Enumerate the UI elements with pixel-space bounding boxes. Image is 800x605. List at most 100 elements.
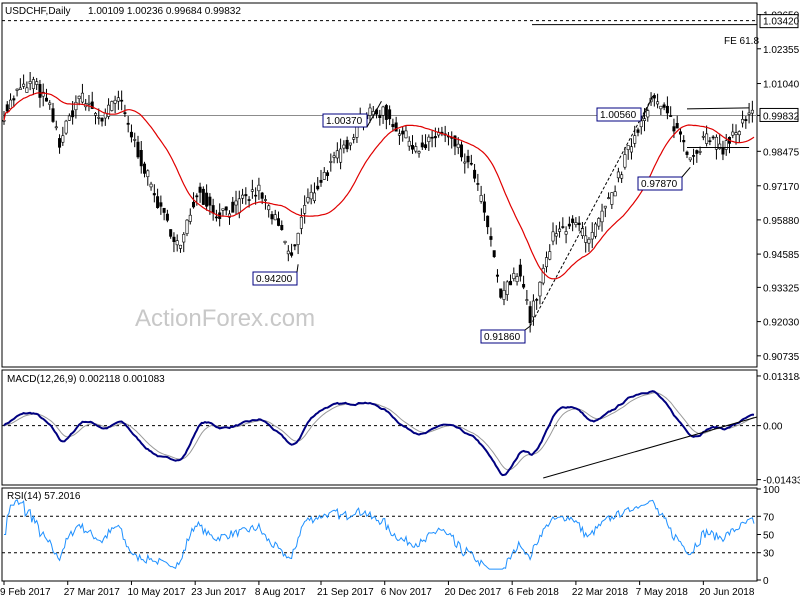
candle-body (737, 131, 741, 136)
candle-body (352, 137, 356, 140)
candle-body (185, 219, 189, 234)
candle-body (469, 162, 473, 165)
x-tick-label: 23 Jun 2017 (191, 587, 246, 598)
fe-value-label: 1.03420 (763, 17, 800, 28)
candle-body (80, 92, 84, 103)
candle-body (146, 170, 150, 178)
candle-body (391, 124, 395, 128)
candle-body (384, 105, 388, 120)
candle-body (682, 140, 686, 143)
candle-body (120, 99, 124, 102)
candle-body (584, 235, 588, 243)
candle-body (2, 119, 6, 122)
candle-body (750, 109, 754, 114)
candle-body (280, 224, 284, 230)
candle-body (708, 140, 712, 142)
pivot-label-0: 0.94200 (252, 264, 299, 286)
pivot-label-box (322, 113, 368, 128)
candle-body (747, 112, 751, 115)
candle-body (410, 145, 414, 150)
candle-body (25, 87, 29, 93)
candle-body (116, 97, 120, 102)
candle-body (192, 201, 196, 208)
candle-body (332, 155, 336, 158)
candle-body (348, 142, 352, 146)
candle-body (518, 264, 522, 277)
candle-body (695, 150, 699, 154)
candle-body (505, 281, 509, 295)
candle-body (646, 110, 650, 118)
main-y-tick-label: 1.02355 (763, 45, 800, 56)
candle-body (178, 244, 182, 249)
pivot-label-text: 0.97870 (641, 179, 678, 190)
candle-body (247, 199, 251, 201)
candle-body (705, 133, 709, 144)
candle-body (143, 163, 147, 174)
main-y-tick-label: 0.99832 (763, 111, 800, 122)
candle-body (741, 119, 745, 124)
candle-body (718, 143, 722, 149)
candle-body (319, 179, 323, 183)
candle-body (482, 201, 486, 213)
candle-body (244, 194, 248, 197)
candle-body (293, 244, 297, 247)
candle-body (388, 109, 392, 120)
candle-body (414, 146, 418, 152)
candle-body (430, 136, 434, 139)
candle-body (162, 207, 166, 213)
candle-body (603, 205, 607, 209)
main-y-tick-label: 0.93325 (763, 283, 800, 294)
main-y-tick-label: 0.97170 (763, 182, 800, 193)
candle-body (277, 218, 281, 226)
candle-body (312, 192, 316, 202)
candle-body (577, 222, 581, 226)
candle-body (61, 135, 65, 143)
ohlc-readout: 1.00109 1.00236 0.99684 0.99832 (88, 6, 241, 17)
candle-body (401, 130, 405, 135)
main-y-tick-label: 0.92030 (763, 318, 800, 329)
candle-body (322, 172, 326, 180)
candle-body (463, 161, 467, 164)
candle-body (221, 208, 225, 211)
x-tick-label: 8 Aug 2017 (255, 587, 306, 598)
candle-body (626, 145, 630, 150)
candle-body (613, 191, 617, 197)
candle-body (652, 95, 656, 99)
candle-body (342, 144, 346, 149)
candle-body (306, 197, 310, 203)
candle-body (629, 146, 633, 153)
candle-body (205, 192, 209, 207)
candle-body (107, 104, 111, 117)
candle-body (476, 183, 480, 185)
main-y-tick-label: 0.98475 (763, 147, 800, 158)
pivot-label-text: 1.00370 (326, 116, 363, 127)
main-y-tick-label: 0.90735 (763, 352, 800, 363)
candle-body (531, 300, 535, 318)
pivot-label-4: 0.97870 (637, 166, 691, 191)
candle-body (345, 139, 349, 150)
x-tick-label: 7 May 2018 (636, 587, 689, 598)
rsi-y-tick-label: 50 (763, 531, 775, 542)
rising-dashed-trendline (529, 95, 654, 327)
candle-body (701, 135, 705, 138)
pivot-connector (366, 100, 382, 128)
candle-body (296, 232, 300, 245)
candle-body (561, 226, 565, 228)
pivot-label-1: 1.00370 (322, 100, 382, 128)
candle-body (139, 150, 143, 167)
candle-body (267, 205, 271, 211)
candle-body (260, 192, 264, 199)
symbol-title: USDCHF,Daily (5, 6, 71, 17)
candle-body (453, 135, 457, 147)
candle-body (525, 299, 529, 301)
candle-body (54, 126, 58, 129)
candle-body (744, 119, 748, 122)
candle-body (522, 284, 526, 288)
candle-body (335, 150, 339, 159)
candle-body (378, 114, 382, 118)
candle-body (224, 206, 228, 211)
candle-body (574, 222, 578, 225)
main-y-axis: 1.036501.023551.010400.998320.984750.971… (757, 11, 800, 363)
candle-body (489, 236, 493, 240)
